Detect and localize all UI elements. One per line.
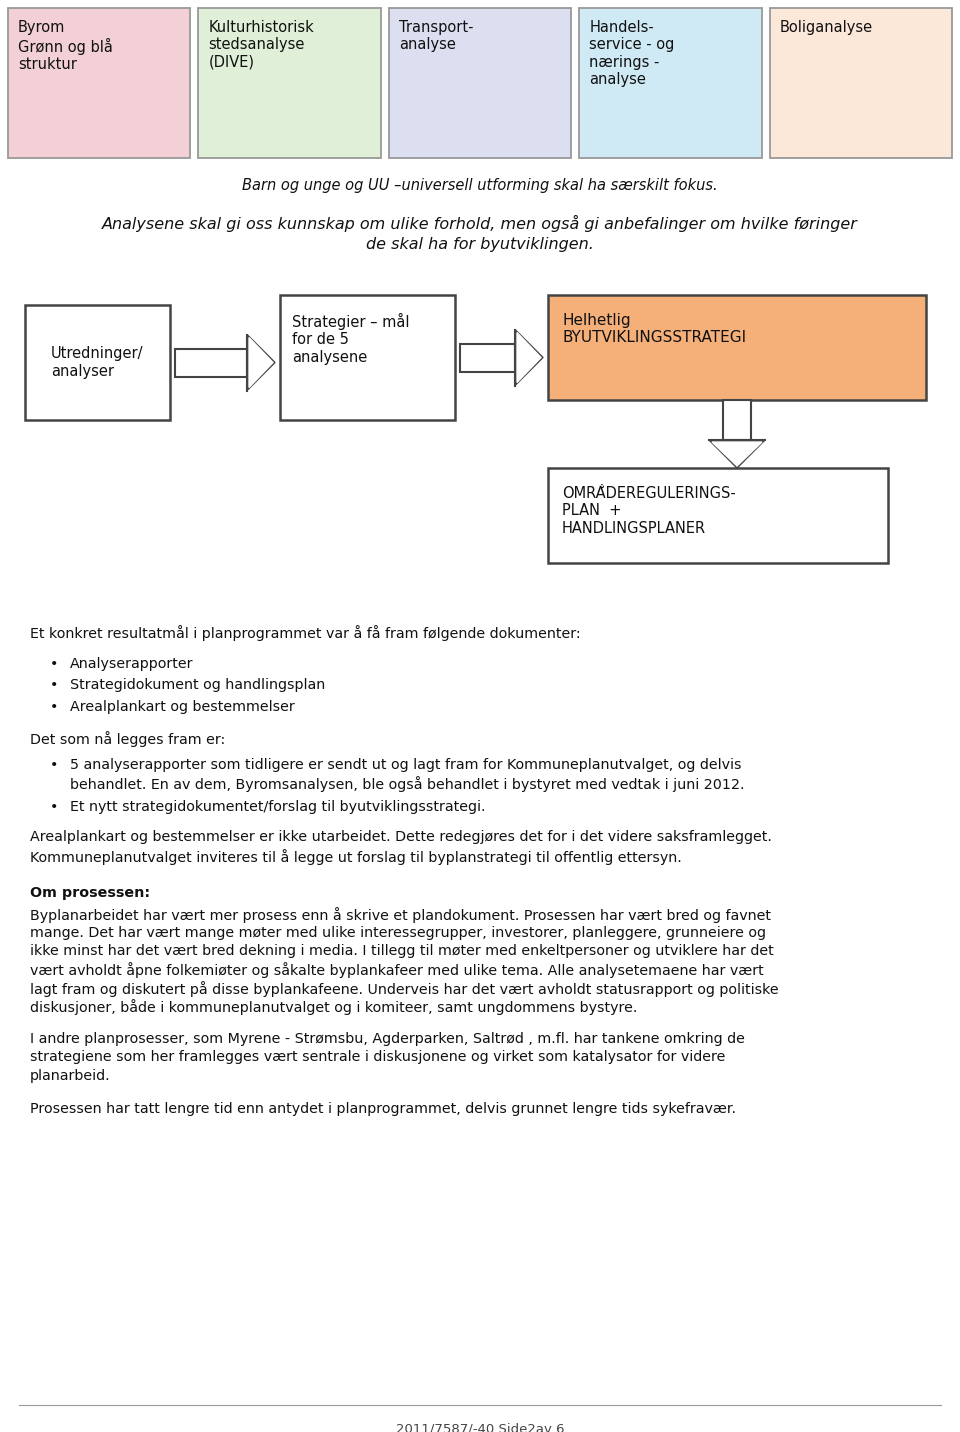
Text: OMRA̐DEREGULERINGS-
PLAN  +
HANDLINGSPLANER: OMRA̐DEREGULERINGS- PLAN + HANDLINGSPLAN… [562, 485, 735, 536]
Text: behandlet. En av dem, Byromsanalysen, ble også behandlet i bystyret med vedtak i: behandlet. En av dem, Byromsanalysen, bl… [70, 776, 745, 792]
FancyBboxPatch shape [25, 305, 170, 420]
Polygon shape [709, 440, 765, 468]
FancyBboxPatch shape [280, 295, 455, 420]
Text: 5 analyserapporter som tidligere er sendt ut og lagt fram for Kommuneplanutvalge: 5 analyserapporter som tidligere er send… [70, 758, 741, 772]
Text: Handels-
service - og
nærings -
analyse: Handels- service - og nærings - analyse [589, 20, 675, 87]
Polygon shape [517, 332, 541, 382]
Text: Kulturhistorisk
stedsanalyse
(DIVE): Kulturhistorisk stedsanalyse (DIVE) [208, 20, 314, 70]
Polygon shape [247, 335, 275, 391]
Text: Boliganalyse: Boliganalyse [780, 20, 873, 34]
Polygon shape [712, 442, 762, 465]
Text: Et konkret resultatmål i planprogrammet var å få fram følgende dokumenter:: Et konkret resultatmål i planprogrammet … [30, 624, 581, 642]
Text: Kommuneplanutvalget inviteres til å legge ut forslag til byplanstrategi til offe: Kommuneplanutvalget inviteres til å legg… [30, 849, 682, 865]
FancyBboxPatch shape [199, 9, 381, 158]
Text: Strategidokument og handlingsplan: Strategidokument og handlingsplan [70, 679, 325, 693]
Text: Analysene skal gi oss kunnskap om ulike forhold, men også gi anbefalinger om hvi: Analysene skal gi oss kunnskap om ulike … [102, 215, 858, 232]
Text: planarbeid.: planarbeid. [30, 1070, 110, 1083]
Text: Arealplankart og bestemmelser er ikke utarbeidet. Dette redegjøres det for i det: Arealplankart og bestemmelser er ikke ut… [30, 831, 772, 845]
Text: vært avholdt åpne folkemiøter og såkalte byplankafeer med ulike tema. Alle analy: vært avholdt åpne folkemiøter og såkalte… [30, 962, 764, 978]
FancyBboxPatch shape [548, 295, 926, 400]
Polygon shape [249, 338, 273, 388]
Text: Utredninger/
analyser: Utredninger/ analyser [51, 347, 144, 378]
Text: Strategier – mål
for de 5
analysene: Strategier – mål for de 5 analysene [292, 314, 410, 365]
Text: I andre planprosesser, som Myrene - Strømsbu, Agderparken, Saltrød , m.fl. har t: I andre planprosesser, som Myrene - Strø… [30, 1032, 745, 1045]
Text: •: • [50, 679, 59, 693]
Text: de skal ha for byutviklingen.: de skal ha for byutviklingen. [366, 238, 594, 252]
FancyBboxPatch shape [579, 9, 761, 158]
Text: Om prosessen:: Om prosessen: [30, 885, 150, 899]
Text: strategiene som her framlegges vært sentrale i diskusjonene og virket som kataly: strategiene som her framlegges vært sent… [30, 1051, 726, 1064]
Text: 2011/7587/-40 Side2av 6: 2011/7587/-40 Side2av 6 [396, 1423, 564, 1432]
FancyBboxPatch shape [770, 9, 952, 158]
Text: lagt fram og diskutert på disse byplankafeene. Underveis har det vært avholdt st: lagt fram og diskutert på disse byplanka… [30, 981, 779, 997]
Text: Det som nå legges fram er:: Det som nå legges fram er: [30, 732, 226, 748]
Text: Byplanarbeidet har vært mer prosess enn å skrive et plandokument. Prosessen har : Byplanarbeidet har vært mer prosess enn … [30, 906, 771, 924]
Bar [723, 400, 751, 440]
Bar [460, 344, 515, 371]
Polygon shape [515, 329, 543, 385]
Text: •: • [50, 700, 59, 715]
Text: •: • [50, 657, 59, 672]
Text: diskusjoner, både i kommuneplanutvalget og i komiteer, samt ungdommens bystyre.: diskusjoner, både i kommuneplanutvalget … [30, 1000, 637, 1015]
Text: ikke minst har det vært bred dekning i media. I tillegg til møter med enkeltpers: ikke minst har det vært bred dekning i m… [30, 944, 774, 958]
FancyBboxPatch shape [8, 9, 190, 158]
Text: Arealplankart og bestemmelser: Arealplankart og bestemmelser [70, 700, 295, 715]
Text: Analyserapporter: Analyserapporter [70, 657, 194, 672]
FancyBboxPatch shape [548, 468, 888, 563]
Text: mange. Det har vært mange møter med ulike interessegrupper, investorer, planlegg: mange. Det har vært mange møter med ulik… [30, 925, 766, 939]
Bar [175, 348, 247, 377]
Text: •: • [50, 758, 59, 772]
Text: Et nytt strategidokumentet/forslag til byutviklingsstrategi.: Et nytt strategidokumentet/forslag til b… [70, 800, 486, 813]
Text: •: • [50, 800, 59, 813]
Text: Helhetlig
BYUTVIKLINGSSTRATEGI: Helhetlig BYUTVIKLINGSSTRATEGI [562, 314, 746, 345]
Text: Prosessen har tatt lengre tid enn antydet i planprogrammet, delvis grunnet lengr: Prosessen har tatt lengre tid enn antyde… [30, 1101, 736, 1116]
Text: Byrom
Grønn og blå
struktur: Byrom Grønn og blå struktur [18, 20, 113, 72]
Text: Barn og unge og UU –universell utforming skal ha særskilt fokus.: Barn og unge og UU –universell utforming… [242, 178, 718, 193]
Text: Transport-
analyse: Transport- analyse [398, 20, 473, 53]
FancyBboxPatch shape [389, 9, 571, 158]
